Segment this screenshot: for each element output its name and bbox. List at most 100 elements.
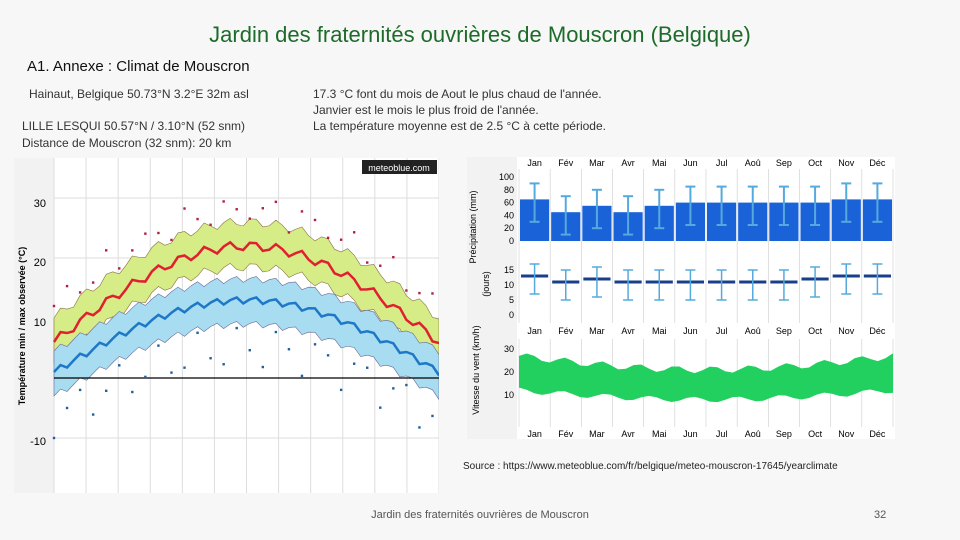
min-record-point — [366, 366, 369, 369]
page-number: 32 — [874, 509, 887, 521]
max-record-point — [274, 200, 278, 204]
max-record-point — [144, 232, 147, 235]
month-label-top: Jun — [683, 158, 698, 168]
month-label-top: Sep — [776, 158, 792, 168]
max-record-point — [157, 231, 160, 235]
month-label-top: Jan — [527, 158, 542, 168]
max-record-point — [352, 231, 356, 234]
month-label-top: Avr — [621, 158, 634, 168]
month-label-mid: Jun — [683, 326, 698, 336]
max-record-point — [91, 281, 95, 284]
min-record-point — [352, 362, 356, 365]
ytick-30: 30 — [34, 198, 46, 210]
max-record-point — [170, 238, 173, 242]
month-label-top: Jul — [716, 158, 728, 168]
ytick-20: 20 — [34, 257, 46, 269]
month-label-top: Mai — [652, 158, 667, 168]
min-record-point — [405, 383, 408, 387]
max-record-point — [300, 210, 304, 213]
note-line-1: 17.3 °C font du mois de Aout le plus cha… — [313, 87, 602, 101]
axis-tick: 0 — [509, 310, 514, 320]
min-record-point — [379, 406, 382, 409]
source-citation: Source : https://www.meteoblue.com/fr/be… — [463, 461, 838, 472]
max-record-point — [52, 304, 56, 308]
month-label-bottom: Oct — [808, 429, 823, 439]
min-record-point — [144, 375, 147, 379]
max-record-point — [392, 255, 395, 259]
location-line-3: Distance de Mouscron (32 snm): 20 km — [22, 136, 232, 150]
min-record-point — [248, 348, 251, 352]
max-record-point — [78, 291, 82, 294]
month-label-bottom: Nov — [838, 429, 855, 439]
month-label-bottom: Jan — [527, 429, 542, 439]
max-record-point — [313, 218, 317, 222]
max-record-point — [379, 264, 382, 267]
axis-tick: 30 — [504, 344, 514, 354]
month-label-bottom: Jul — [716, 429, 728, 439]
min-record-point — [170, 371, 173, 374]
min-record-point — [339, 388, 343, 392]
axis-tick: 0 — [509, 236, 514, 246]
min-record-point — [78, 388, 82, 392]
month-label-top: Nov — [838, 158, 855, 168]
source-link[interactable]: https://www.meteoblue.com/fr/belgique/me… — [503, 461, 838, 472]
max-record-point — [183, 207, 186, 210]
wind-axis-label: Vitesse du vent (km/h) — [471, 325, 481, 414]
min-record-point — [418, 426, 421, 429]
source-prefix: Source : — [463, 461, 504, 472]
min-record-point — [91, 413, 95, 416]
precipitation-wind-chart: Jan Fév Mar Avr Mai Jun Jul Aoû Sep Oct Nov Déc Jan… — [467, 157, 895, 439]
axis-tick: 20 — [504, 367, 514, 377]
meteoblue-logo: meteoblue.com — [368, 163, 430, 173]
min-record-point — [105, 389, 108, 393]
max-record-point — [261, 207, 265, 210]
axis-tick: 100 — [499, 172, 514, 182]
axis-tick: 10 — [504, 280, 514, 290]
min-record-point — [274, 330, 278, 334]
month-label-mid: Fév — [558, 326, 574, 336]
month-label-mid: Jul — [716, 326, 728, 336]
month-label-bottom: Jun — [683, 429, 698, 439]
max-record-point — [366, 261, 369, 264]
max-record-point — [235, 208, 238, 211]
month-label-top: Oct — [808, 158, 823, 168]
month-label-mid: Mar — [589, 326, 605, 336]
month-label-mid: Nov — [838, 326, 855, 336]
footer-text: Jardin des fraternités ouvrières de Mous… — [371, 509, 589, 521]
min-record-point — [65, 406, 69, 410]
max-record-point — [196, 217, 199, 221]
month-label-top: Fév — [558, 158, 574, 168]
axis-tick: 40 — [504, 210, 514, 220]
y-axis-label: Température min / max observée (°C) — [17, 247, 27, 405]
max-temp-line — [52, 240, 439, 345]
min-record-point — [196, 331, 199, 334]
min-record-point — [52, 436, 56, 440]
min-record-point — [118, 364, 121, 367]
max-temp-band — [53, 217, 439, 365]
min-record-point — [157, 344, 160, 347]
note-line-2: Janvier est le mois le plus froid de l'a… — [313, 103, 539, 117]
max-record-point — [131, 249, 134, 252]
max-record-point — [118, 267, 121, 270]
month-label-bottom: Fév — [558, 429, 574, 439]
month-label-mid: Aoû — [745, 326, 761, 336]
min-temp-band — [53, 276, 439, 401]
min-record-point — [287, 348, 291, 351]
max-record-point — [339, 238, 343, 241]
month-label-mid: Jan — [527, 326, 542, 336]
axis-tick: 20 — [504, 223, 514, 233]
min-record-point — [431, 414, 434, 418]
precip-axis-label: Précipitation (mm) — [468, 190, 478, 263]
axis-tick: 15 — [504, 265, 514, 275]
temperature-chart: meteoblue.com 30 20 10 -10 Température m… — [14, 158, 439, 493]
min-record-point — [131, 390, 134, 394]
month-label-bottom: Avr — [621, 429, 634, 439]
month-label-mid: Mai — [652, 326, 667, 336]
axis-tick: 10 — [504, 390, 514, 400]
month-label-bottom: Mar — [589, 429, 605, 439]
month-label-top: Déc — [869, 158, 886, 168]
axis-tick: 5 — [509, 295, 514, 305]
min-record-point — [313, 343, 317, 346]
wind-speed-band — [519, 353, 893, 403]
max-record-point — [326, 236, 330, 240]
